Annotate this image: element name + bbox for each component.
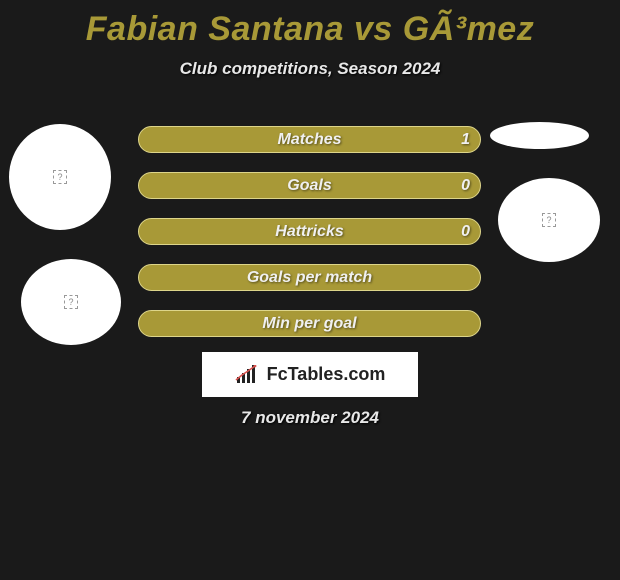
player-right-2-avatar: ? — [498, 178, 600, 262]
stat-bar-goals-per-match: Goals per match — [138, 264, 481, 291]
stat-label: Goals per match — [247, 269, 372, 287]
page-subtitle: Club competitions, Season 2024 — [0, 59, 620, 79]
stat-value-right: 1 — [461, 131, 470, 149]
stat-label: Min per goal — [262, 315, 356, 333]
stat-label: Matches — [277, 131, 341, 149]
stat-bar-min-per-goal: Min per goal — [138, 310, 481, 337]
source-logo: FcTables.com — [202, 352, 418, 397]
stat-bar-hattricks: Hattricks 0 — [138, 218, 481, 245]
player-left-2-avatar: ? — [21, 259, 121, 345]
stat-value-right: 0 — [461, 223, 470, 241]
image-placeholder-icon: ? — [64, 295, 78, 309]
page-title: Fabian Santana vs GÃ³mez — [0, 0, 620, 49]
stats-container: Matches 1 Goals 0 Hattricks 0 Goals per … — [138, 126, 481, 356]
stat-bar-matches: Matches 1 — [138, 126, 481, 153]
player-left-1-avatar: ? — [9, 124, 111, 230]
stat-label: Hattricks — [275, 223, 343, 241]
stat-value-right: 0 — [461, 177, 470, 195]
bar-chart-icon — [235, 365, 261, 385]
stat-label: Goals — [287, 177, 331, 195]
image-placeholder-icon: ? — [542, 213, 556, 227]
image-placeholder-icon: ? — [53, 170, 67, 184]
stat-bar-goals: Goals 0 — [138, 172, 481, 199]
player-right-1-avatar — [490, 122, 589, 149]
source-logo-text: FcTables.com — [267, 364, 386, 385]
footer-date: 7 november 2024 — [0, 408, 620, 428]
